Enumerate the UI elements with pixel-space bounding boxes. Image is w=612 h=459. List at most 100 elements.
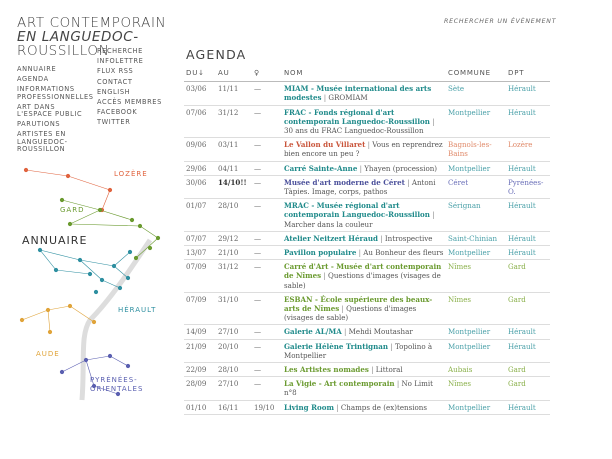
cell-dpt[interactable]: Gard [506,259,550,293]
cell-dpt[interactable]: Hérault [506,324,550,340]
cell-commune[interactable]: Sérignan [446,198,506,232]
exhibition-link[interactable]: 30 ans du FRAC Languedoc-Roussillon [284,126,424,136]
cell-commune[interactable]: Aubais [446,362,506,378]
table-row[interactable]: 07/07 29/12— Atelier Neitzert Héraud | Int… [184,231,550,247]
cell-commune[interactable]: Bagnols-les-Bains [446,137,506,162]
venue-link[interactable]: Carré Sainte-Anne [284,163,358,173]
nav-item-acces-membres[interactable]: ACCÈS MEMBRES [97,98,162,107]
nav-item-english[interactable]: ENGLISH [97,87,131,96]
table-row[interactable]: 07/09 31/10— ESBAN - École supérieure des … [184,292,550,326]
cell-dpt[interactable]: Hérault [506,81,550,106]
region-map[interactable]: LOZÈRE GARD ANNUAIRE HÉRAULT AUDE PYRÉNÉ… [10,160,180,410]
venue-link[interactable]: Galerie Hélène Trintignan [284,341,389,351]
nav-item-flux-rss[interactable]: FLUX RSS [97,67,134,76]
exhibition-link[interactable]: Marcher dans la couleur [284,219,373,229]
venue-link[interactable]: La Vigie - Art contemporain [284,379,395,389]
venue-link[interactable]: Le Vallon du Villaret [284,140,366,150]
lozere-constellation[interactable] [23,167,113,213]
table-row[interactable]: 13/07 21/10— Pavillon populaire | Au Bonhe… [184,245,550,261]
venue-link[interactable]: ESBAN - École supérieure des beaux-arts … [284,294,433,314]
table-row[interactable]: 03/06 11/11— MIAM - Musée international de… [184,81,550,106]
column-header-dpt[interactable]: DPT [506,67,550,83]
venue-link[interactable]: Musée d'art moderne de Céret [284,177,405,187]
nav-item-agenda[interactable]: AGENDA [17,75,49,84]
venue-link[interactable]: Pavillon populaire [284,248,357,258]
column-header-au[interactable]: AU [216,67,252,83]
table-row[interactable]: 01/07 28/10— MRAC - Musée régional d'art c… [184,198,550,232]
exhibition-link[interactable]: Mehdi Moutashar [348,327,413,337]
exhibition-link[interactable]: GROMIAM [328,93,368,103]
table-row[interactable]: 21/09 20/10— Galerie Hélène Trintignan | T… [184,339,550,364]
aude-constellation[interactable] [19,303,97,335]
column-header-commune[interactable]: COMMUNE [446,67,506,83]
venue-link[interactable]: Galerie AL/MA [284,327,342,337]
table-row[interactable]: 07/09 31/12— Carré d'Art - Musée d'art con… [184,259,550,293]
cell-dpt[interactable]: Hérault [506,161,550,176]
table-row[interactable]: 22/09 28/10— Les Artistes nomades | Littor… [184,362,550,378]
nav-item-artistes[interactable]: ARTISTES EN LANGUEDOC-ROUSSILLON [17,130,68,153]
exhibition-link[interactable]: Antoni Tàpies. Image, corps, pathos [284,177,436,197]
pyrenees-constellation[interactable] [59,353,131,397]
exhibition-link[interactable]: Topolino à Montpellier [284,341,433,360]
table-row[interactable]: 07/06 31/12— FRAC - Fonds régional d'art c… [184,105,550,139]
nav-item-recherche[interactable]: RECHERCHE [97,47,143,55]
exhibition-link[interactable]: No Limit n°8 [284,379,434,398]
cell-dpt[interactable]: Hérault [506,198,550,232]
cell-dpt[interactable]: Hérault [506,400,550,415]
cell-dpt[interactable]: Gard [506,292,550,326]
venue-link[interactable]: Atelier Neitzert Héraud [284,233,378,243]
cell-commune[interactable]: Nîmes [446,292,506,326]
cell-dpt[interactable]: Gard [506,376,550,401]
cell-commune[interactable]: Nîmes [446,259,506,293]
nav-item-annuaire[interactable]: ANNUAIRE [17,65,57,73]
venue-link[interactable]: MIAM - Musée international des arts mode… [284,84,432,103]
cell-dpt[interactable]: Hérault [506,231,550,247]
column-header-du[interactable]: DU↓ [184,67,216,83]
cell-commune[interactable]: Montpellier [446,339,506,364]
cell-commune[interactable]: Montpellier [446,245,506,261]
exhibition-link[interactable]: Questions d'images (visages de sable) [284,271,441,290]
cell-dpt[interactable]: Hérault [506,245,550,261]
table-row[interactable]: 29/06 04/11— Carré Sainte-Anne | Yhayen (p… [184,161,550,176]
cell-commune[interactable]: Montpellier [446,400,506,415]
cell-commune[interactable]: Montpellier [446,105,506,139]
exhibition-link[interactable]: Littoral [375,365,403,375]
exhibition-link[interactable]: Vous en reprendrez bien encore un peu ? [284,140,443,159]
exhibition-link[interactable]: Au Bonheur des fleurs [363,248,444,258]
table-row[interactable]: 09/06 03/11— Le Vallon du Villaret | Vous … [184,137,550,162]
nav-item-informations[interactable]: INFORMATIONS PROFESSIONNELLES [17,85,94,101]
nav-item-contact[interactable]: CONTACT [97,77,133,86]
venue-link[interactable]: Carré d'Art - Musée d'art contemporain d… [284,262,442,281]
exhibition-link[interactable]: Questions d'images (visages de sable) [284,304,417,323]
cell-commune[interactable]: Montpellier [446,324,506,340]
column-header-nom[interactable]: NOM [282,67,446,83]
exhibition-link[interactable]: Yhayen (procession) [364,163,438,173]
nav-item-facebook[interactable]: FACEBOOK [97,108,138,117]
venue-link[interactable]: Les Artistes nomades [284,365,369,375]
table-row[interactable]: 28/09 27/10— La Vigie - Art contemporain |… [184,376,550,401]
cell-dpt[interactable]: Pyrénées-O. [506,175,550,200]
venue-link[interactable]: FRAC - Fonds régional d'art contemporain… [284,107,430,126]
nav-item-art-espace-public[interactable]: ART DANS L'ESPACE PUBLIC [17,102,83,119]
cell-dpt[interactable]: Lozère [506,137,550,162]
column-header-vernissage[interactable]: ♀ [252,67,282,83]
exhibition-link[interactable]: Introspective [384,233,433,243]
table-row[interactable]: 14/09 27/10— Galerie AL/MA | Mehdi Moutash… [184,324,550,340]
cell-commune[interactable]: Saint-Chinian [446,231,506,247]
cell-commune[interactable]: Montpellier [446,161,506,176]
cell-commune[interactable]: Céret [446,175,506,200]
cell-commune[interactable]: Sète [446,81,506,106]
herault-constellation[interactable] [37,247,133,295]
gard-constellation[interactable] [59,197,161,261]
cell-dpt[interactable]: Gard [506,362,550,378]
cell-commune[interactable]: Nîmes [446,376,506,401]
nav-item-twitter[interactable]: TWITTER [97,118,131,127]
table-row[interactable]: 30/06 14/10!! — Musée d'art moderne de Cére… [184,175,550,200]
nav-item-parutions[interactable]: PARUTIONS [17,120,61,129]
table-row[interactable]: 01/10 16/11 19/10 Living Room | Champs de (… [184,400,550,415]
venue-link[interactable]: MRAC - Musée régional d'art contemporain… [284,201,430,220]
exhibition-link[interactable]: Champs de (ex)tensions [340,402,427,412]
cell-dpt[interactable]: Hérault [506,339,550,364]
site-title[interactable]: ART CONTEMPORAIN EN LANGUEDOC- ROUSSILLO… [17,16,166,58]
nav-item-infolettre[interactable]: INFOLETTRE [97,57,144,66]
